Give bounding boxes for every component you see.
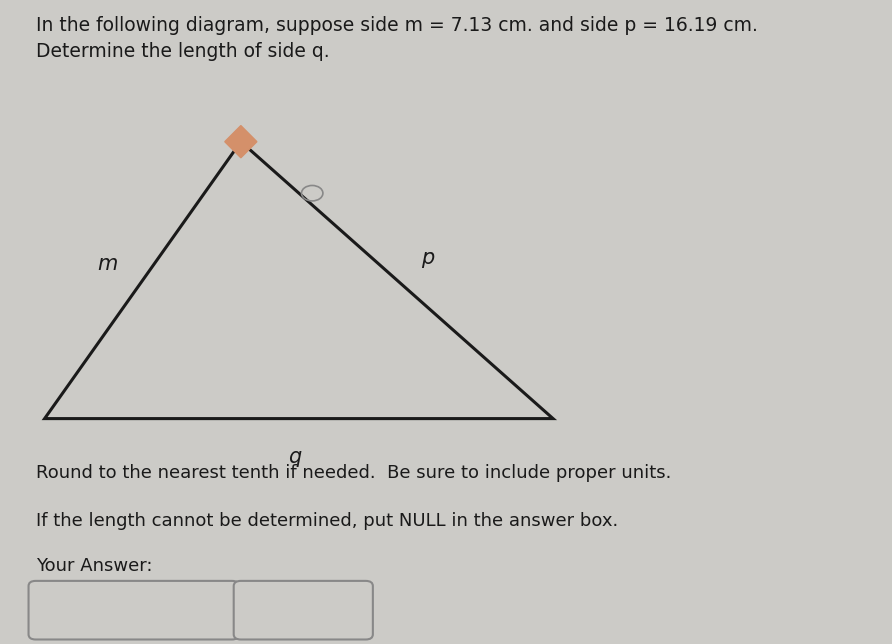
FancyBboxPatch shape [29,581,239,639]
Text: m: m [97,254,117,274]
Text: Your Answer:: Your Answer: [36,557,153,575]
Text: If the length cannot be determined, put NULL in the answer box.: If the length cannot be determined, put … [36,512,618,530]
Text: q: q [288,447,301,468]
Text: p: p [422,247,434,268]
Polygon shape [225,126,257,158]
Text: Determine the length of side q.: Determine the length of side q. [36,42,329,61]
Text: Round to the nearest tenth if needed.  Be sure to include proper units.: Round to the nearest tenth if needed. Be… [36,464,671,482]
FancyBboxPatch shape [234,581,373,639]
Text: In the following diagram, suppose side m = 7.13 cm. and side p = 16.19 cm.: In the following diagram, suppose side m… [36,16,757,35]
